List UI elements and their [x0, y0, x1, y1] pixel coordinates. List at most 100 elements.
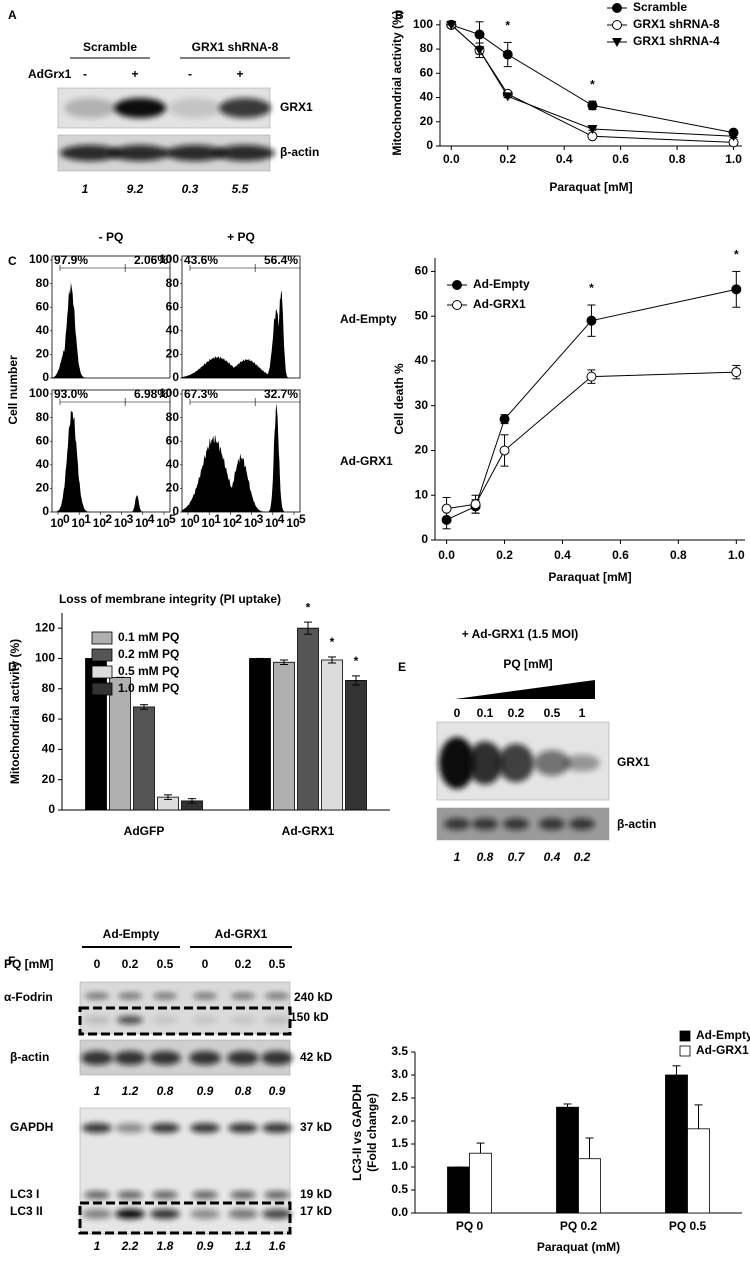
- y-tick-label: 2.0: [391, 1113, 408, 1127]
- y-tick-label: 100: [35, 651, 55, 665]
- y-tick-label: 40: [36, 323, 50, 337]
- band: [534, 750, 570, 776]
- gate-percent: 43.6%: [184, 253, 218, 267]
- x-tick-label: 0.8: [670, 548, 687, 562]
- x-tick-base: 10: [114, 516, 128, 530]
- x-tick-label: 0.6: [612, 152, 629, 166]
- band: [152, 1016, 178, 1024]
- band: [169, 98, 221, 118]
- legend-swatch: [91, 665, 113, 679]
- band: [228, 1123, 258, 1133]
- blot-label: LC3 I: [10, 1187, 39, 1201]
- y-tick-label: 20: [166, 481, 180, 495]
- quantification: 2.2: [121, 1239, 139, 1253]
- y-tick-label: 40: [415, 353, 429, 367]
- band: [539, 818, 565, 830]
- bar: [85, 658, 107, 811]
- annotation: *: [734, 248, 739, 262]
- size-label: 150 kD: [290, 1010, 329, 1024]
- band-label: GRX1: [617, 755, 650, 769]
- annotation: *: [354, 654, 359, 668]
- marker: [731, 284, 742, 295]
- gate-percent: 56.4%: [264, 253, 298, 267]
- group-label: Ad-Empty: [103, 927, 160, 941]
- lane-label: 0.2: [508, 706, 525, 720]
- band: [227, 1051, 259, 1065]
- blot-label: α-Fodrin: [4, 990, 53, 1004]
- lane-label: 0: [454, 706, 461, 720]
- x-tick-exponent: 3: [257, 512, 264, 526]
- legend-swatch: [679, 1030, 691, 1042]
- x-tick-label: 0.2: [499, 152, 516, 166]
- x-tick-base: 10: [286, 516, 300, 530]
- y-tick-label: 20: [36, 347, 50, 361]
- gate-percent: 2.06%: [134, 253, 168, 267]
- y-axis-label: Cell death %: [392, 363, 406, 435]
- x-tick-label: PQ 0.2: [560, 1219, 598, 1233]
- y-tick-label: 10: [415, 487, 429, 501]
- x-tick-base: 10: [223, 516, 237, 530]
- legend-marker: [612, 3, 622, 13]
- band: [115, 1209, 145, 1219]
- series-line: [446, 371, 737, 510]
- band: [117, 1016, 143, 1024]
- lane-label: 1: [579, 706, 586, 720]
- marker: [474, 46, 485, 56]
- y-tick-label: 40: [36, 457, 50, 471]
- band: [114, 1051, 146, 1065]
- error-bar: [304, 621, 312, 635]
- band: [118, 993, 142, 999]
- error-bar: [188, 798, 196, 804]
- bar: [447, 1166, 470, 1214]
- bar: [345, 680, 367, 811]
- y-tick-label: 60: [415, 264, 429, 278]
- lane-label: 0.5: [544, 706, 561, 720]
- x-tick-label: 0.4: [556, 152, 573, 166]
- marker: [499, 414, 510, 425]
- quantification: 9.2: [127, 182, 144, 196]
- legend-marker: [452, 300, 462, 310]
- marker: [586, 315, 597, 326]
- size-label: 37 kD: [300, 1120, 332, 1134]
- marker: [587, 125, 598, 135]
- x-tick-base: 10: [202, 516, 216, 530]
- y-tick-label: 40: [166, 323, 180, 337]
- x-tick-label: 0.0: [443, 152, 460, 166]
- lane-label: 0.2: [235, 957, 252, 971]
- quantification: 0.4: [544, 850, 561, 864]
- lane-label: 0.2: [122, 957, 139, 971]
- panel-label: E: [398, 660, 406, 674]
- lane-label: 0: [94, 957, 101, 971]
- legend-swatch: [679, 1045, 691, 1057]
- bar: [133, 706, 155, 811]
- legend-label: Ad-GRX1: [696, 1043, 749, 1057]
- band-label: β-actin: [280, 145, 319, 159]
- band: [150, 1123, 180, 1133]
- blot-label: LC3 II: [10, 1204, 43, 1218]
- group-label: GRX1 shRNA-8: [192, 40, 279, 54]
- x-tick-label: 1.0: [725, 152, 742, 166]
- histogram: [182, 291, 300, 378]
- y-tick-label: 2.5: [391, 1090, 408, 1104]
- bar: [687, 1128, 710, 1214]
- error-bar: [672, 1065, 681, 1075]
- y-tick-label: 0.0: [391, 1205, 408, 1219]
- histogram: [52, 410, 170, 512]
- band: [81, 1051, 113, 1065]
- error-bar: [585, 1137, 594, 1159]
- y-tick-label: 20: [36, 481, 50, 495]
- x-tick-base: 10: [72, 516, 86, 530]
- gate-percent: 67.3%: [184, 387, 218, 401]
- band: [569, 818, 595, 830]
- bar: [321, 659, 343, 811]
- band: [152, 1191, 178, 1199]
- legend-label: GRX1 shRNA-8: [633, 17, 720, 31]
- quantification: 1: [94, 1239, 101, 1253]
- size-label: 240 kD: [294, 990, 333, 1004]
- y-tick-label: 0: [172, 370, 179, 384]
- y-axis-label: LC3-II vs GAPDH: [350, 1084, 364, 1181]
- y-tick-label: 20: [420, 114, 434, 128]
- y-tick-label: 3.0: [391, 1067, 408, 1081]
- x-tick-label: 1.0: [728, 548, 745, 562]
- lane-sign: -: [83, 67, 87, 81]
